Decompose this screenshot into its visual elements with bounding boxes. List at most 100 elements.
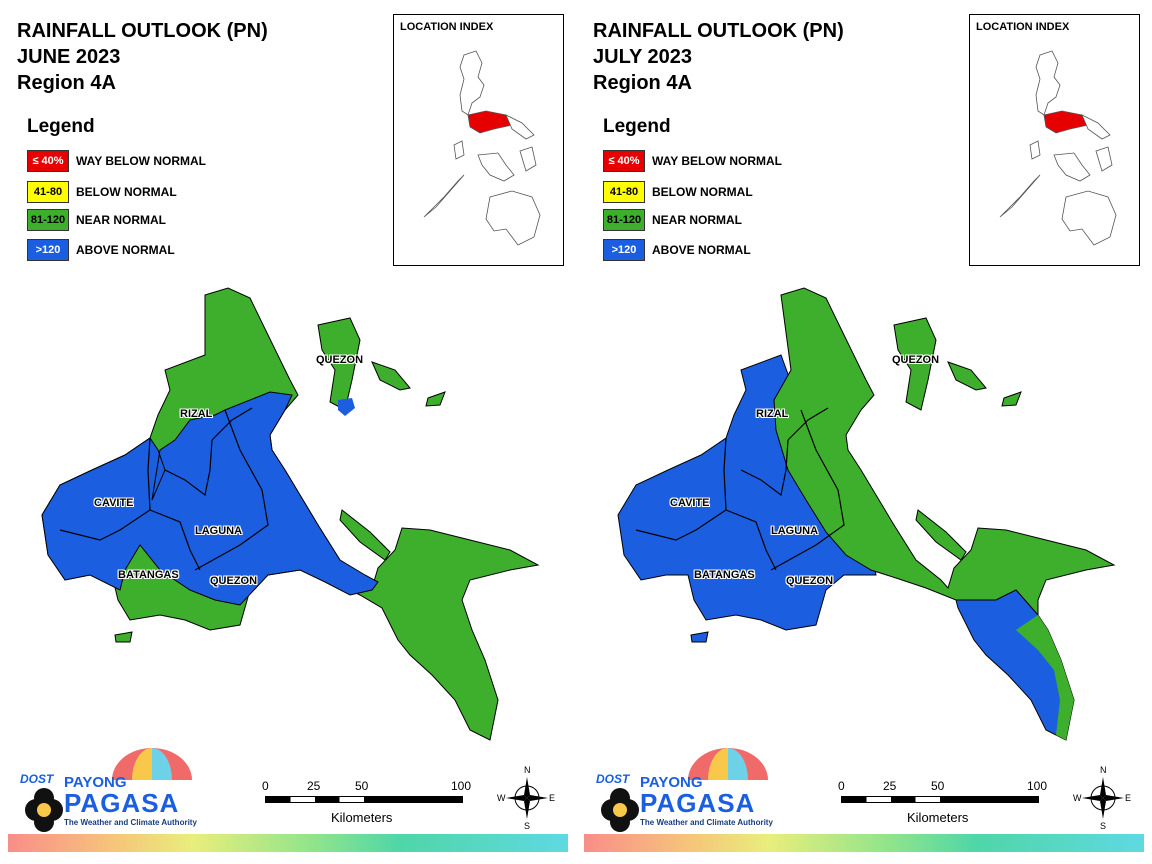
legend-swatch: ≤ 40% [27,150,69,172]
scale-unit: Kilometers [907,810,969,825]
location-index-title: LOCATION INDEX [400,21,494,33]
compass-n: N [524,765,531,775]
logo-payong: PAYONG [640,774,703,791]
logo-tagline: The Weather and Climate Authority [64,818,197,827]
panel-june-2023: RAINFALL OUTLOOK (PN) JUNE 2023 Region 4… [8,14,568,852]
compass-n: N [1100,765,1107,775]
logo-payong: PAYONG [64,774,127,791]
province-label-batangas: BATANGAS [694,569,755,581]
province-label-laguna: LAGUNA [771,525,819,537]
logo-pagasa: PAGASA [64,788,180,818]
compass-s: S [524,821,531,831]
north-arrow: N S E W [497,765,557,831]
location-index-title: LOCATION INDEX [976,21,1070,33]
province-label-laguna: LAGUNA [195,525,243,537]
scale-tick-50: 50 [355,779,369,793]
compass-icon [506,777,548,819]
scale-tick-25: 25 [307,779,321,793]
island-east [371,361,411,391]
logo-dost: DOST [596,772,630,786]
scale-bar: 0 25 50 100 Kilometers [255,775,485,825]
compass-w: W [497,793,506,803]
legend-swatch: 81-120 [603,209,645,231]
quezon-north-blue-patch [338,398,355,416]
payong-pagasa-logo: DOST PAYONG PAGASA The Weather and Clima… [14,740,204,835]
legend-swatch: 81-120 [27,209,69,231]
legend-swatch: >120 [603,239,645,261]
legend-label: NEAR NORMAL [652,213,742,227]
scale-tick-50: 50 [931,779,945,793]
zone-above-normal [41,391,379,606]
scale-tick-100: 100 [1027,779,1048,793]
philippines-index-map [423,50,541,246]
compass-s: S [1100,821,1107,831]
map-title: RAINFALL OUTLOOK (PN) JUNE 2023 Region 4… [17,18,268,96]
title-line-1: RAINFALL OUTLOOK (PN) [17,20,268,42]
legend-title: Legend [603,116,671,137]
legend-label: WAY BELOW NORMAL [652,154,783,168]
compass-w: W [1073,793,1082,803]
logo-graphic [601,748,768,832]
legend-label: BELOW NORMAL [652,185,753,199]
scale-graphic [265,796,463,803]
compass-e: E [549,793,556,803]
title-line-3: Region 4A [17,72,116,94]
title-line-2: JUNE 2023 [17,46,121,68]
logo-dost: DOST [20,772,54,786]
scale-graphic [841,796,1039,803]
title-line-2: JULY 2023 [593,46,692,68]
logo-tagline: The Weather and Climate Authority [640,818,773,827]
legend-label: WAY BELOW NORMAL [76,154,207,168]
scale-tick-0: 0 [262,779,269,793]
island-bondoc [339,509,391,561]
region-4a-map-july [617,287,1116,741]
legend-swatch: 41-80 [603,181,645,203]
scale-tick-0: 0 [838,779,845,793]
location-index: LOCATION INDEX [393,14,564,266]
province-label-quezon-south: QUEZON [786,575,834,587]
north-arrow: N S E W [1073,765,1133,831]
scale-unit: Kilometers [331,810,393,825]
legend-label: NEAR NORMAL [76,213,166,227]
province-label-quezon-south: QUEZON [210,575,258,587]
scale-tick-25: 25 [883,779,897,793]
legend-swatch: 41-80 [27,181,69,203]
legend-label: BELOW NORMAL [76,185,177,199]
compass-e: E [1125,793,1132,803]
title-line-1: RAINFALL OUTLOOK (PN) [593,20,844,42]
island-verde [690,631,709,643]
province-label-rizal: RIZAL [756,408,789,420]
island-north-quezon [893,317,937,411]
payong-pagasa-logo: DOST PAYONG PAGASA The Weather and Clima… [590,740,780,835]
logo-pagasa: PAGASA [640,788,756,818]
island-bondoc [915,509,967,561]
logo-graphic [25,748,192,832]
region-4a-map-june [41,287,540,741]
scale-tick-100: 100 [451,779,472,793]
philippines-index-map [999,50,1117,246]
location-index: LOCATION INDEX [969,14,1140,266]
legend-title: Legend [27,116,95,137]
island-east [947,361,987,391]
legend-swatch: >120 [27,239,69,261]
province-label-cavite: CAVITE [670,497,710,509]
compass-icon [1082,777,1124,819]
island-alabat [425,391,446,407]
zone-near-normal [773,287,1116,617]
legend-swatch: ≤ 40% [603,150,645,172]
scale-bar: 0 25 50 100 Kilometers [831,775,1061,825]
title-line-3: Region 4A [593,72,692,94]
province-label-rizal: RIZAL [180,408,213,420]
province-label-batangas: BATANGAS [118,569,179,581]
province-label-quezon-north: QUEZON [892,354,940,366]
island-alabat [1001,391,1022,407]
zone-south-green [1016,615,1074,740]
province-label-quezon-north: QUEZON [316,354,364,366]
footer-gradient-bar [8,834,568,852]
legend-label: ABOVE NORMAL [76,243,175,257]
panel-july-2023: RAINFALL OUTLOOK (PN) JULY 2023 Region 4… [576,0,1152,864]
province-label-cavite: CAVITE [94,497,134,509]
map-title: RAINFALL OUTLOOK (PN) JULY 2023 Region 4… [593,18,844,96]
legend-label: ABOVE NORMAL [652,243,751,257]
footer-gradient-bar [584,834,1144,852]
